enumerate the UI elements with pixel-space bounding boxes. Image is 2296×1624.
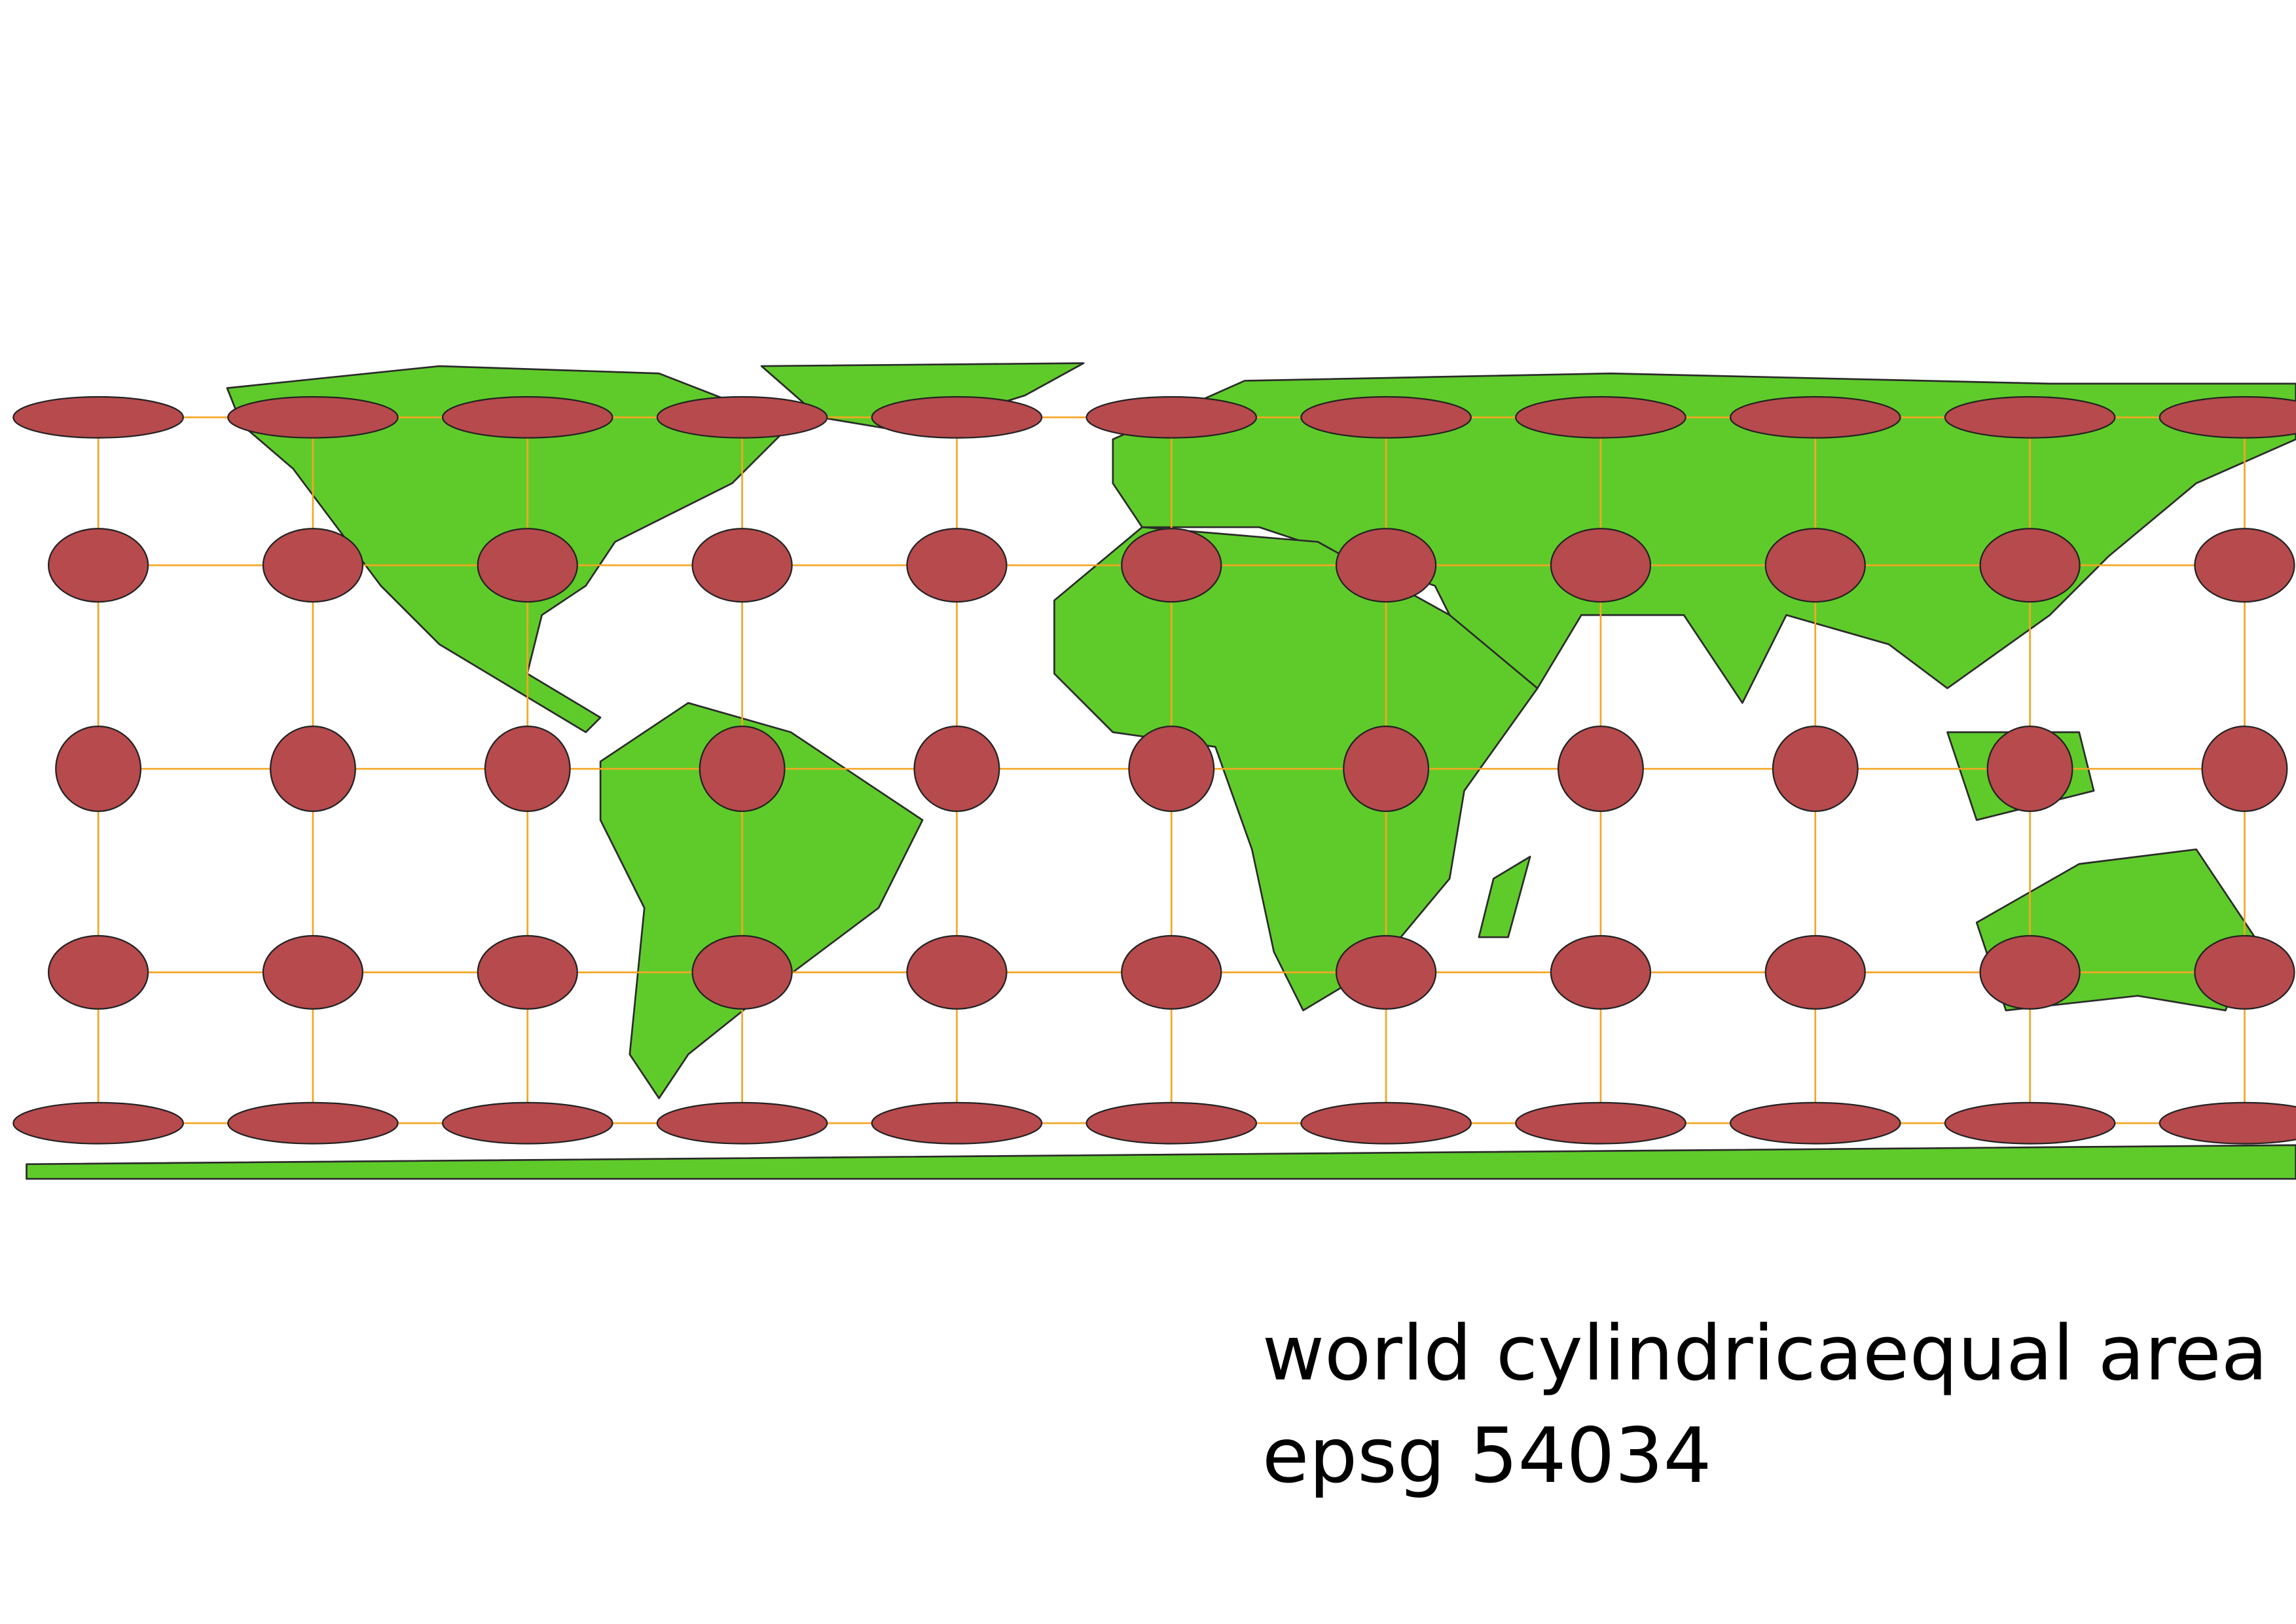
indicatrix (12, 1101, 184, 1145)
tissot-indicatrices (12, 396, 2296, 1145)
indicatrix (1764, 934, 1866, 1010)
indicatrix (906, 528, 1008, 603)
madagascar (1478, 855, 1531, 938)
indicatrix (913, 726, 1000, 813)
indicatrix (1121, 528, 1222, 603)
indicatrix (2159, 1101, 2296, 1145)
indicatrix (1764, 528, 1866, 603)
indicatrix (2201, 726, 2288, 813)
indicatrix (1550, 528, 1652, 603)
indicatrix (1979, 528, 2081, 603)
indicatrix (477, 934, 578, 1010)
indicatrix (477, 528, 578, 603)
indicatrix (47, 528, 149, 603)
indicatrix (2194, 934, 2295, 1010)
indicatrix (1944, 1101, 2116, 1145)
indicatrix (1557, 726, 1644, 813)
indicatrix (484, 726, 571, 813)
indicatrix (1300, 1101, 1472, 1145)
indicatrix (1343, 726, 1430, 813)
indicatrix (1515, 396, 1686, 439)
indicatrix (12, 396, 184, 439)
indicatrix (691, 934, 793, 1010)
indicatrix (441, 396, 613, 439)
indicatrix (269, 726, 356, 813)
indicatrix (1515, 1101, 1686, 1145)
title-line: world cylindricaequal area (1262, 1310, 2268, 1398)
indicatrix (871, 396, 1043, 439)
indicatrix (1729, 1101, 1901, 1145)
indicatrix (1944, 396, 2116, 439)
title-line: epsg 54034 (1262, 1412, 1712, 1500)
indicatrix (1979, 934, 2081, 1010)
indicatrix (262, 934, 364, 1010)
indicatrix (262, 528, 364, 603)
south-america (599, 702, 924, 1099)
antarctica (26, 1144, 2296, 1180)
indicatrix (1550, 934, 1652, 1010)
indicatrix (1085, 1101, 1258, 1145)
indicatrix (1986, 726, 2073, 813)
indicatrix (1300, 396, 1472, 439)
indicatrix (1729, 396, 1901, 439)
indicatrix (1085, 396, 1258, 439)
indicatrix (656, 396, 828, 439)
indicatrix (1121, 934, 1222, 1010)
indicatrix (656, 1101, 828, 1145)
land (26, 362, 2296, 1180)
indicatrix (1128, 726, 1215, 813)
indicatrix (55, 726, 142, 813)
indicatrix (1335, 934, 1437, 1010)
indicatrix (871, 1101, 1043, 1145)
indicatrix (691, 528, 793, 603)
indicatrix (1335, 528, 1437, 603)
indicatrix (1772, 726, 1859, 813)
indicatrix (227, 396, 399, 439)
indicatrix (699, 726, 786, 813)
indicatrix (227, 1101, 399, 1145)
indicatrix (906, 934, 1008, 1010)
indicatrix (2194, 528, 2295, 603)
indicatrix (2159, 396, 2296, 439)
indicatrix (47, 934, 149, 1010)
indicatrix (441, 1101, 613, 1145)
